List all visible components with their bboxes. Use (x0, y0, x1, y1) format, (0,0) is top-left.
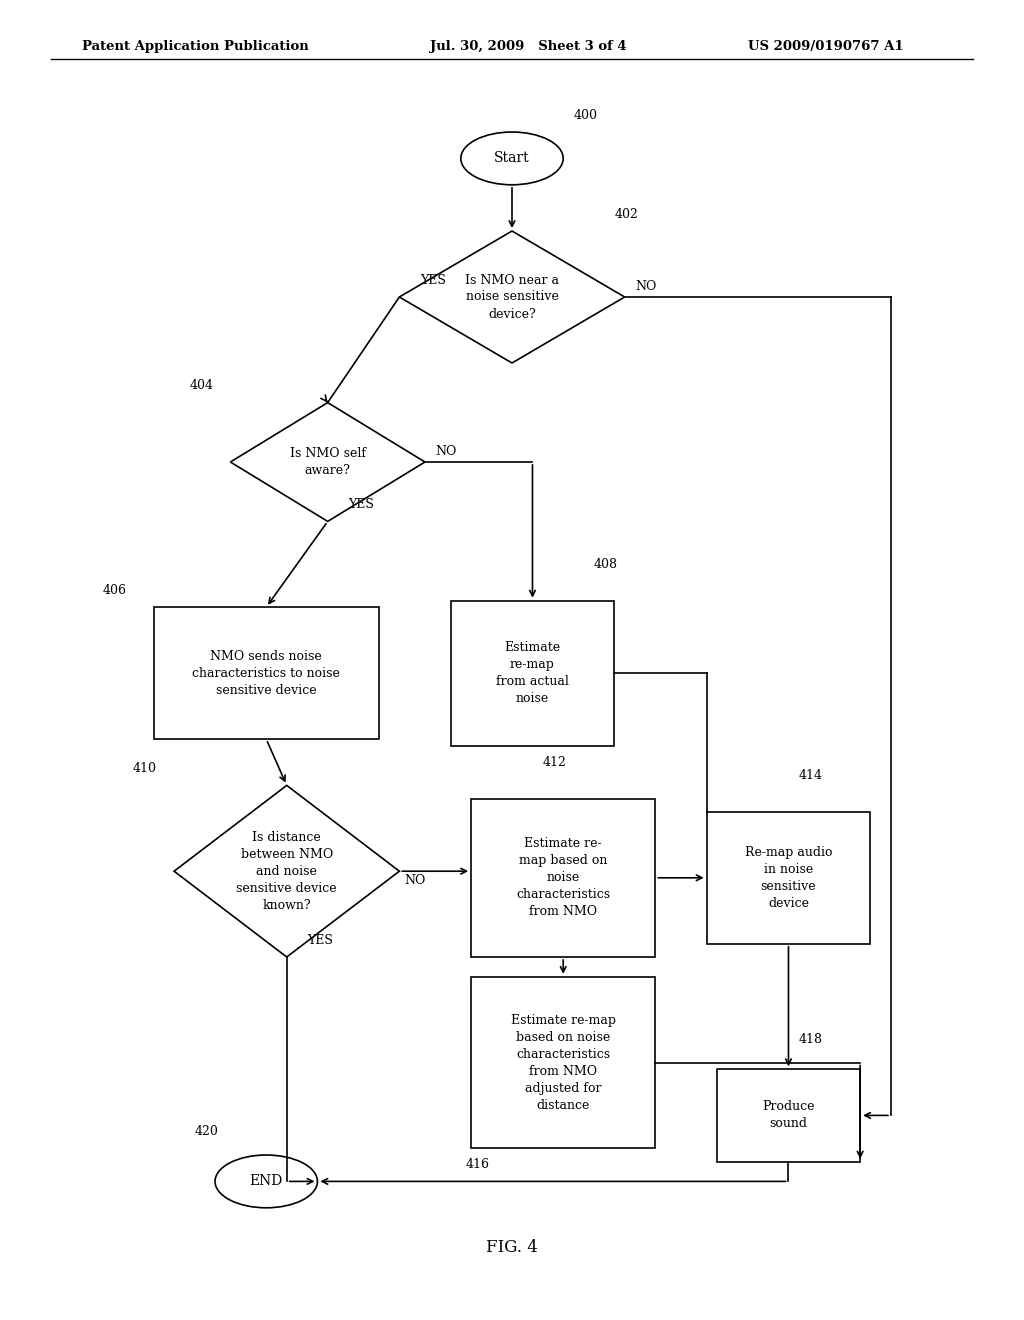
Text: 418: 418 (799, 1032, 822, 1045)
Text: Estimate re-
map based on
noise
characteristics
from NMO: Estimate re- map based on noise characte… (516, 837, 610, 919)
Text: Is distance
between NMO
and noise
sensitive device
known?: Is distance between NMO and noise sensit… (237, 830, 337, 912)
Text: Patent Application Publication: Patent Application Publication (82, 40, 308, 53)
Text: Produce
sound: Produce sound (762, 1101, 815, 1130)
Text: YES: YES (307, 933, 333, 946)
Text: 420: 420 (195, 1125, 218, 1138)
Text: END: END (250, 1175, 283, 1188)
Text: NO: NO (635, 280, 656, 293)
Text: Start: Start (495, 152, 529, 165)
Text: 416: 416 (466, 1158, 489, 1171)
Text: US 2009/0190767 A1: US 2009/0190767 A1 (748, 40, 903, 53)
Text: 404: 404 (189, 379, 213, 392)
Text: Estimate
re-map
from actual
noise: Estimate re-map from actual noise (496, 642, 569, 705)
Text: NO: NO (404, 874, 426, 887)
Text: 402: 402 (614, 207, 638, 220)
Text: Is NMO near a
noise sensitive
device?: Is NMO near a noise sensitive device? (465, 273, 559, 321)
Text: NMO sends noise
characteristics to noise
sensitive device: NMO sends noise characteristics to noise… (193, 649, 340, 697)
Text: 414: 414 (799, 768, 822, 781)
Text: FIG. 4: FIG. 4 (486, 1239, 538, 1255)
Text: 410: 410 (133, 762, 157, 775)
Text: 412: 412 (543, 755, 566, 768)
Text: Jul. 30, 2009   Sheet 3 of 4: Jul. 30, 2009 Sheet 3 of 4 (430, 40, 627, 53)
Text: Is NMO self
aware?: Is NMO self aware? (290, 447, 366, 477)
Text: 400: 400 (573, 108, 597, 121)
Text: YES: YES (348, 498, 374, 511)
Text: NO: NO (435, 445, 457, 458)
Text: Re-map audio
in noise
sensitive
device: Re-map audio in noise sensitive device (744, 846, 833, 909)
Text: Estimate re-map
based on noise
characteristics
from NMO
adjusted for
distance: Estimate re-map based on noise character… (511, 1014, 615, 1111)
Text: YES: YES (420, 273, 445, 286)
Text: 406: 406 (102, 583, 126, 597)
Text: 408: 408 (594, 557, 617, 570)
